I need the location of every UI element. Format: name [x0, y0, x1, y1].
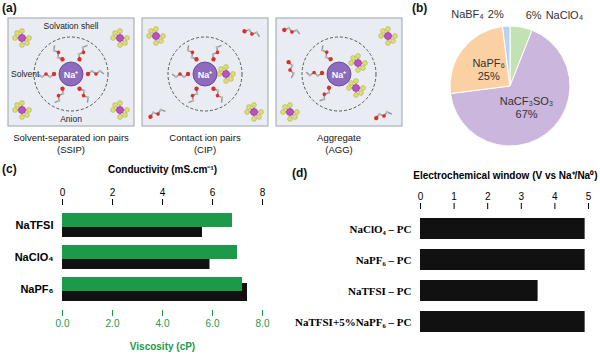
svg-text:0: 0	[60, 187, 66, 198]
svg-text:NaPF₆: NaPF₆	[20, 283, 53, 295]
svg-text:NaPF₆ – PC: NaPF₆ – PC	[356, 254, 412, 266]
html-text:(b): (b)	[412, 1, 428, 15]
svg-text:Anion: Anion	[60, 114, 82, 124]
svg-text:Viscosity (cP): Viscosity (cP)	[130, 341, 195, 352]
svg-text:(AGG): (AGG)	[325, 144, 352, 155]
svg-text:NaTFSI+5%NaPF₆ – PC: NaTFSI+5%NaPF₆ – PC	[295, 316, 412, 328]
svg-text:NaTFSI: NaTFSI	[16, 219, 54, 231]
svg-text:0: 0	[418, 191, 424, 202]
svg-text:NaCF₃SO₃: NaCF₃SO₃	[500, 95, 554, 107]
svg-text:Na⁺: Na⁺	[332, 70, 347, 80]
svg-text:Na⁺: Na⁺	[64, 70, 79, 80]
svg-text:1: 1	[451, 191, 457, 202]
svg-text:Contact ion pairs: Contact ion pairs	[169, 132, 241, 143]
svg-text:0.0: 0.0	[56, 318, 70, 329]
svg-text:NaBF₄2%: NaBF₄2%	[451, 8, 504, 20]
svg-text:2: 2	[110, 187, 116, 198]
svg-text:6.0: 6.0	[206, 318, 220, 329]
svg-text:6: 6	[210, 187, 216, 198]
svg-text:NaTFSI – PC: NaTFSI – PC	[348, 285, 412, 297]
svg-text:6%NaClO₄: 6%NaClO₄	[526, 9, 584, 21]
svg-text:(SSIP): (SSIP)	[57, 144, 85, 155]
svg-text:Aggregate: Aggregate	[317, 132, 361, 143]
html-text:(d): (d)	[292, 166, 308, 180]
svg-text:Solvent: Solvent	[11, 69, 40, 79]
svg-text:Solvent-separated ion pairs: Solvent-separated ion pairs	[13, 132, 129, 143]
svg-text:2.0: 2.0	[106, 318, 120, 329]
svg-text:25%: 25%	[478, 70, 500, 82]
svg-text:5: 5	[586, 191, 592, 202]
svg-text:Conductivity (mS.cm⁻¹): Conductivity (mS.cm⁻¹)	[108, 164, 217, 175]
svg-text:2: 2	[485, 191, 491, 202]
svg-text:4.0: 4.0	[156, 318, 170, 329]
svg-text:Solvation shell: Solvation shell	[44, 21, 99, 31]
svg-text:NaClO₄ – PC: NaClO₄ – PC	[350, 223, 412, 235]
svg-text:Electrochemical window (V vs N: Electrochemical window (V vs Na⁺/Na⁰)	[413, 170, 597, 181]
svg-text:4: 4	[552, 191, 558, 202]
svg-text:NaPF₆: NaPF₆	[472, 57, 505, 69]
svg-text:8.0: 8.0	[256, 318, 270, 329]
svg-text:Na⁺: Na⁺	[198, 70, 213, 80]
html-text:(c): (c)	[2, 162, 17, 176]
html-text:(a): (a)	[2, 1, 17, 15]
svg-text:3: 3	[519, 191, 525, 202]
svg-text:NaClO₄: NaClO₄	[15, 251, 54, 263]
svg-text:67%: 67%	[516, 108, 538, 120]
svg-text:4: 4	[160, 187, 166, 198]
svg-text:8: 8	[260, 187, 266, 198]
svg-text:(CIP): (CIP)	[194, 144, 216, 155]
